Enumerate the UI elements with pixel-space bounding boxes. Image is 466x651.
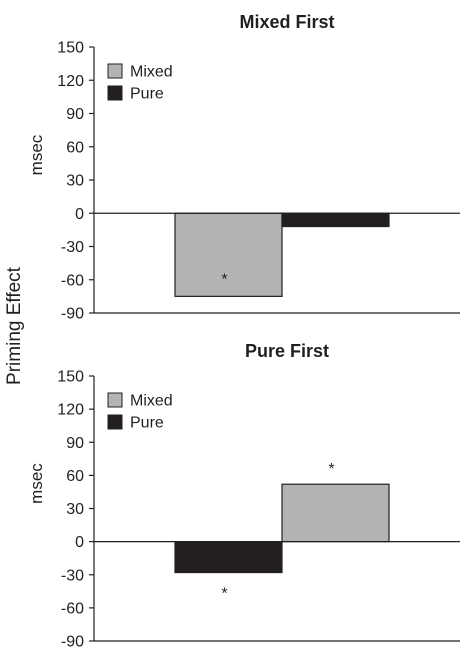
- significance-marker: *: [221, 586, 227, 603]
- y-tick-label: -90: [61, 306, 84, 323]
- y-tick-label: 30: [66, 501, 84, 518]
- chart-title: Mixed First: [239, 12, 334, 32]
- legend-swatch-mixed: [107, 63, 123, 79]
- y-tick-label: 120: [57, 402, 84, 419]
- bar-mixed: [281, 483, 390, 543]
- significance-marker: *: [328, 461, 334, 478]
- y-axis-label: msec: [27, 463, 46, 504]
- chart-panel-2: Pure First msec 150 120 90 60 30 0 -30 -60 -90 * * Mi…: [27, 341, 460, 651]
- y-tick-label: -60: [61, 272, 84, 289]
- y-tick-label: 150: [57, 369, 84, 386]
- legend-label: Mixed: [130, 64, 173, 81]
- shared-y-axis-label: Priming Effect: [4, 266, 25, 385]
- y-tick-label: -60: [61, 600, 84, 617]
- y-tick-label: -90: [61, 634, 84, 651]
- legend-label: Mixed: [130, 393, 173, 410]
- y-tick-label: 0: [75, 206, 84, 223]
- legend-swatch-pure: [107, 85, 123, 101]
- legend-swatch-mixed: [107, 392, 123, 408]
- y-tick-label: 90: [66, 106, 84, 123]
- bar-pure: [174, 541, 283, 574]
- chart-title: Pure First: [245, 341, 329, 361]
- legend-label: Pure: [130, 86, 164, 103]
- legend: Mixed Pure: [107, 63, 173, 103]
- significance-marker: *: [221, 271, 227, 288]
- y-tick-label: -30: [61, 239, 84, 256]
- y-tick-label: 60: [66, 468, 84, 485]
- y-tick-label: 90: [66, 435, 84, 452]
- y-tick-label: 120: [57, 73, 84, 90]
- y-tick-label: -30: [61, 567, 84, 584]
- y-tick-label: 30: [66, 173, 84, 190]
- y-tick-label: 60: [66, 139, 84, 156]
- legend: Mixed Pure: [107, 392, 173, 432]
- bar-pure: [281, 212, 390, 228]
- y-axis-label: msec: [27, 134, 46, 175]
- legend-label: Pure: [130, 415, 164, 432]
- chart-panel-1: Mixed First msec 150 120 90 60 30 0 -30 -60 -90 * Mi…: [27, 12, 460, 323]
- y-tick-label: 150: [57, 40, 84, 57]
- y-tick-label: 0: [75, 534, 84, 551]
- legend-swatch-pure: [107, 414, 123, 430]
- bar-mixed: [174, 212, 283, 297]
